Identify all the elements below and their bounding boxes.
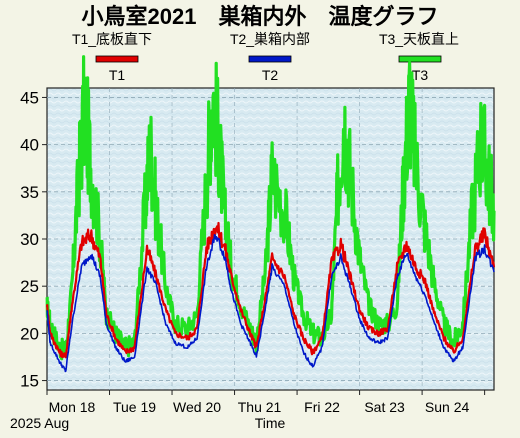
x-tick-label: Mon 18 [49,399,96,415]
legend-swatch-t2 [248,55,292,63]
x-tick-label: Wed 20 [173,399,221,415]
y-tick-label: 40 [20,136,39,155]
y-tick-label: 15 [20,372,39,391]
legend: T1 T2 T3 [95,55,442,83]
subtitle-t1: T1_底板直下 [72,31,152,47]
legend-label-t2: T2 [262,67,279,83]
x-axis-label: Time [255,415,286,431]
legend-label-t3: T3 [412,67,429,83]
x-tick-label: Thu 21 [238,399,282,415]
series-layer [45,55,496,373]
series-t2-line [46,234,495,373]
legend-label-t1: T1 [109,67,126,83]
x-axis: Mon 18 Tue 19 Wed 20 Thu 21 Fri 22 Sat 23 Sun … [46,390,486,415]
y-axis: 15 20 25 30 35 40 45 [20,88,47,391]
series-t1-line [45,221,496,359]
x-tick-label: Tue 19 [113,399,156,415]
subtitle-t2: T2_巣箱内部 [230,31,310,47]
subtitle-t3: T3_天板直上 [379,31,459,47]
y-tick-label: 45 [20,88,39,107]
x-tick-label: Fri 22 [304,399,340,415]
legend-swatch-t1 [95,55,139,63]
y-tick-label: 20 [20,324,39,343]
legend-swatch-t3 [398,55,442,63]
y-tick-label: 35 [20,183,39,202]
y-tick-label: 30 [20,230,39,249]
x-tick-label: Sun 24 [425,399,470,415]
chart-title: 小鳥室2021 巣箱内外 温度グラフ [82,4,439,29]
x-tick-label: Sat 23 [364,399,405,415]
x-date-label: 2025 Aug [10,415,69,431]
y-tick-label: 25 [20,277,39,296]
